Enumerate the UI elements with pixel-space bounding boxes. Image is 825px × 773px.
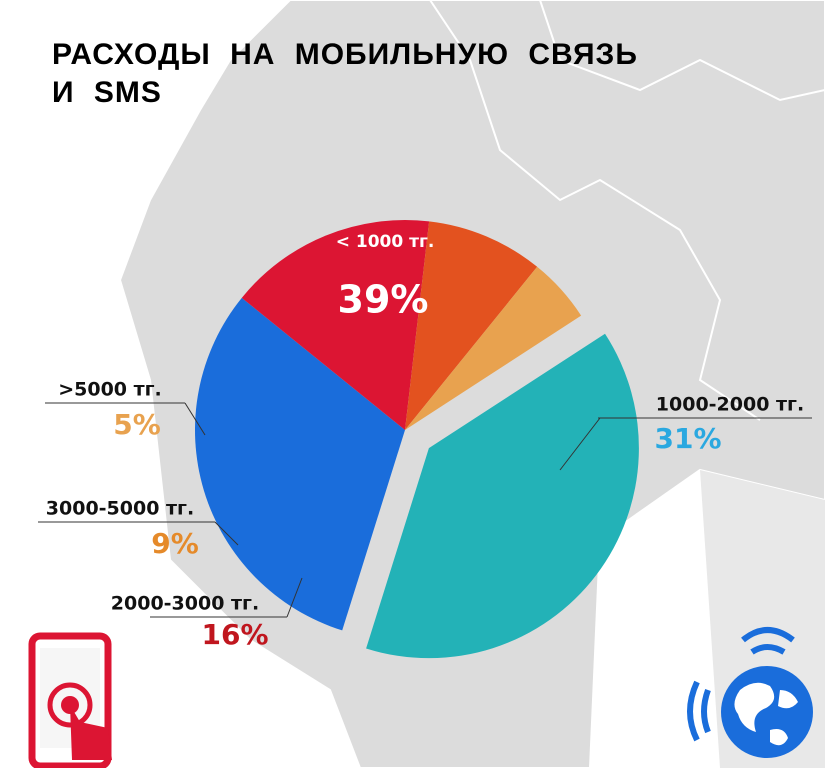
pie-slice [366,333,639,659]
category-label: < 1000 тг. [336,232,435,252]
chart-title: И SMS [52,76,162,109]
value-label: 31% [654,422,721,455]
chart-title: РАСХОДЫ НА МОБИЛЬНУЮ СВЯЗЬ [52,38,638,71]
category-label: 3000-5000 тг. [46,498,194,520]
value-label: 9% [151,527,199,560]
leader-line [214,521,239,546]
pie-slice [405,266,582,430]
leader-line [184,402,206,436]
phone-icon [28,632,112,770]
pie-slice [405,221,538,430]
leader-line [559,417,601,471]
value-label: 5% [113,408,161,441]
category-label: >5000 тг. [58,379,162,401]
leader-line [286,577,303,618]
pie-slice [241,220,430,430]
category-label: 2000-3000 тг. [111,593,259,615]
globe-icon [687,627,813,758]
pie-slice [194,297,405,631]
category-label: 1000-2000 тг. [656,394,804,416]
value-label: 39% [338,278,429,322]
value-label: 16% [201,618,268,651]
